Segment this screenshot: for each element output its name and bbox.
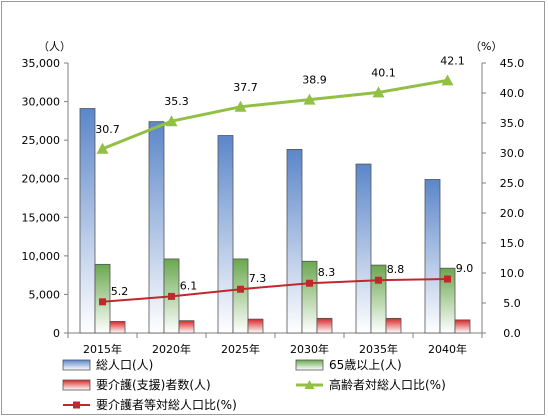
data-label: 5.2 — [111, 285, 129, 298]
data-label: 8.3 — [318, 266, 336, 279]
bar-3-2030年 — [316, 317, 333, 334]
bar-3-2015年 — [109, 321, 126, 334]
left-tick-label: 20,000 — [22, 173, 61, 186]
bar-2-2040年 — [439, 267, 456, 334]
right-tick-label: 5.0 — [503, 297, 521, 310]
square-marker — [99, 298, 106, 306]
x-tick-label: 2020年 — [152, 342, 191, 356]
legend-swatch — [62, 379, 91, 391]
legend-label: 65歳以上(人) — [329, 358, 402, 372]
bar-1-2035年 — [355, 163, 372, 334]
square-marker — [306, 279, 313, 287]
bar-3-2020年 — [178, 320, 195, 334]
left-tick-label: 10,000 — [22, 250, 61, 263]
data-label: 42.1 — [440, 54, 465, 67]
data-label: 9.0 — [456, 262, 474, 275]
square-marker — [375, 276, 382, 284]
right-tick-label: 20.0 — [500, 207, 525, 220]
triangle-marker — [96, 142, 109, 154]
legend-swatch — [62, 359, 91, 371]
right-tick-label: 0.0 — [503, 327, 521, 340]
right-axis-unit: （%） — [470, 40, 502, 53]
left-axis-unit: （人） — [38, 40, 71, 53]
left-tick-label: 0 — [53, 327, 60, 340]
left-tick-label: 15,000 — [22, 211, 61, 224]
line-series-2 — [102, 278, 448, 303]
legend-label: 総人口(人) — [96, 358, 153, 372]
right-tick-label: 45.0 — [500, 57, 525, 70]
triangle-marker — [303, 93, 316, 105]
axes: 0 5,000 10,000 15,000 20,000 25,000 30,000 35,0… — [22, 57, 525, 356]
legend-label: 要介護者等対総人口比(%) — [96, 397, 237, 412]
right-tick-label: 25.0 — [500, 177, 525, 190]
legend-square-marker — [73, 401, 80, 409]
data-label: 6.1 — [180, 279, 198, 292]
right-tick-label: 30.0 — [500, 147, 525, 160]
left-tick-label: 5,000 — [29, 288, 61, 301]
x-tick-label: 2030年 — [290, 342, 329, 356]
right-tick-label: 10.0 — [500, 267, 525, 280]
right-tick-label: 40.0 — [500, 87, 525, 100]
x-tick-label: 2040年 — [428, 342, 467, 356]
bar-3-2035年 — [385, 317, 402, 334]
legend: 総人口(人) 65歳以上(人) 要介護(支援)者数(人) 高齢者対総人口比(%) 要介護… — [62, 358, 446, 412]
bar-1-2040年 — [424, 179, 441, 334]
triangle-marker — [234, 100, 247, 112]
legend-label: 高齢者対総人口比(%) — [329, 377, 446, 392]
bar-1-2020年 — [148, 121, 165, 334]
lines: 30.7 35.3 37.7 38.9 40.1 42.1 5.2 6.1 7.3 8.3 8.8 9… — [95, 54, 474, 306]
bar-2-2035年 — [370, 264, 387, 334]
x-tick-label: 2035年 — [359, 342, 398, 356]
data-label: 37.7 — [233, 81, 258, 94]
bars — [79, 108, 471, 334]
triangle-marker — [441, 74, 454, 86]
legend-label: 要介護(支援)者数(人) — [96, 377, 211, 392]
square-marker — [444, 275, 451, 283]
bar-1-2025年 — [217, 135, 234, 334]
bar-3-2040年 — [454, 319, 471, 334]
right-tick-label: 35.0 — [500, 117, 525, 130]
triangle-marker — [372, 86, 385, 98]
left-tick-label: 30,000 — [22, 96, 61, 109]
bar-2-2030年 — [301, 260, 318, 334]
square-marker — [237, 285, 244, 293]
data-label: 30.7 — [95, 123, 120, 136]
legend-swatch — [295, 359, 324, 371]
data-label: 40.1 — [371, 66, 396, 79]
line-series-1 — [101, 78, 448, 151]
x-tick-label: 2025年 — [221, 342, 260, 356]
triangle-marker — [165, 115, 178, 127]
bar-3-2025年 — [247, 318, 264, 334]
x-tick-label: 2015年 — [83, 342, 122, 356]
left-tick-label: 25,000 — [22, 134, 61, 147]
right-tick-label: 15.0 — [500, 237, 525, 250]
square-marker — [168, 292, 175, 300]
legend-triangle-marker — [304, 380, 315, 389]
bar-1-2015年 — [79, 108, 96, 334]
data-label: 38.9 — [302, 74, 327, 87]
data-label: 8.8 — [387, 263, 405, 276]
data-label: 7.3 — [249, 272, 267, 285]
bar-1-2030年 — [286, 148, 303, 334]
bar-2-2025年 — [232, 258, 249, 334]
left-tick-label: 35,000 — [22, 57, 61, 70]
data-label: 35.3 — [164, 95, 189, 108]
